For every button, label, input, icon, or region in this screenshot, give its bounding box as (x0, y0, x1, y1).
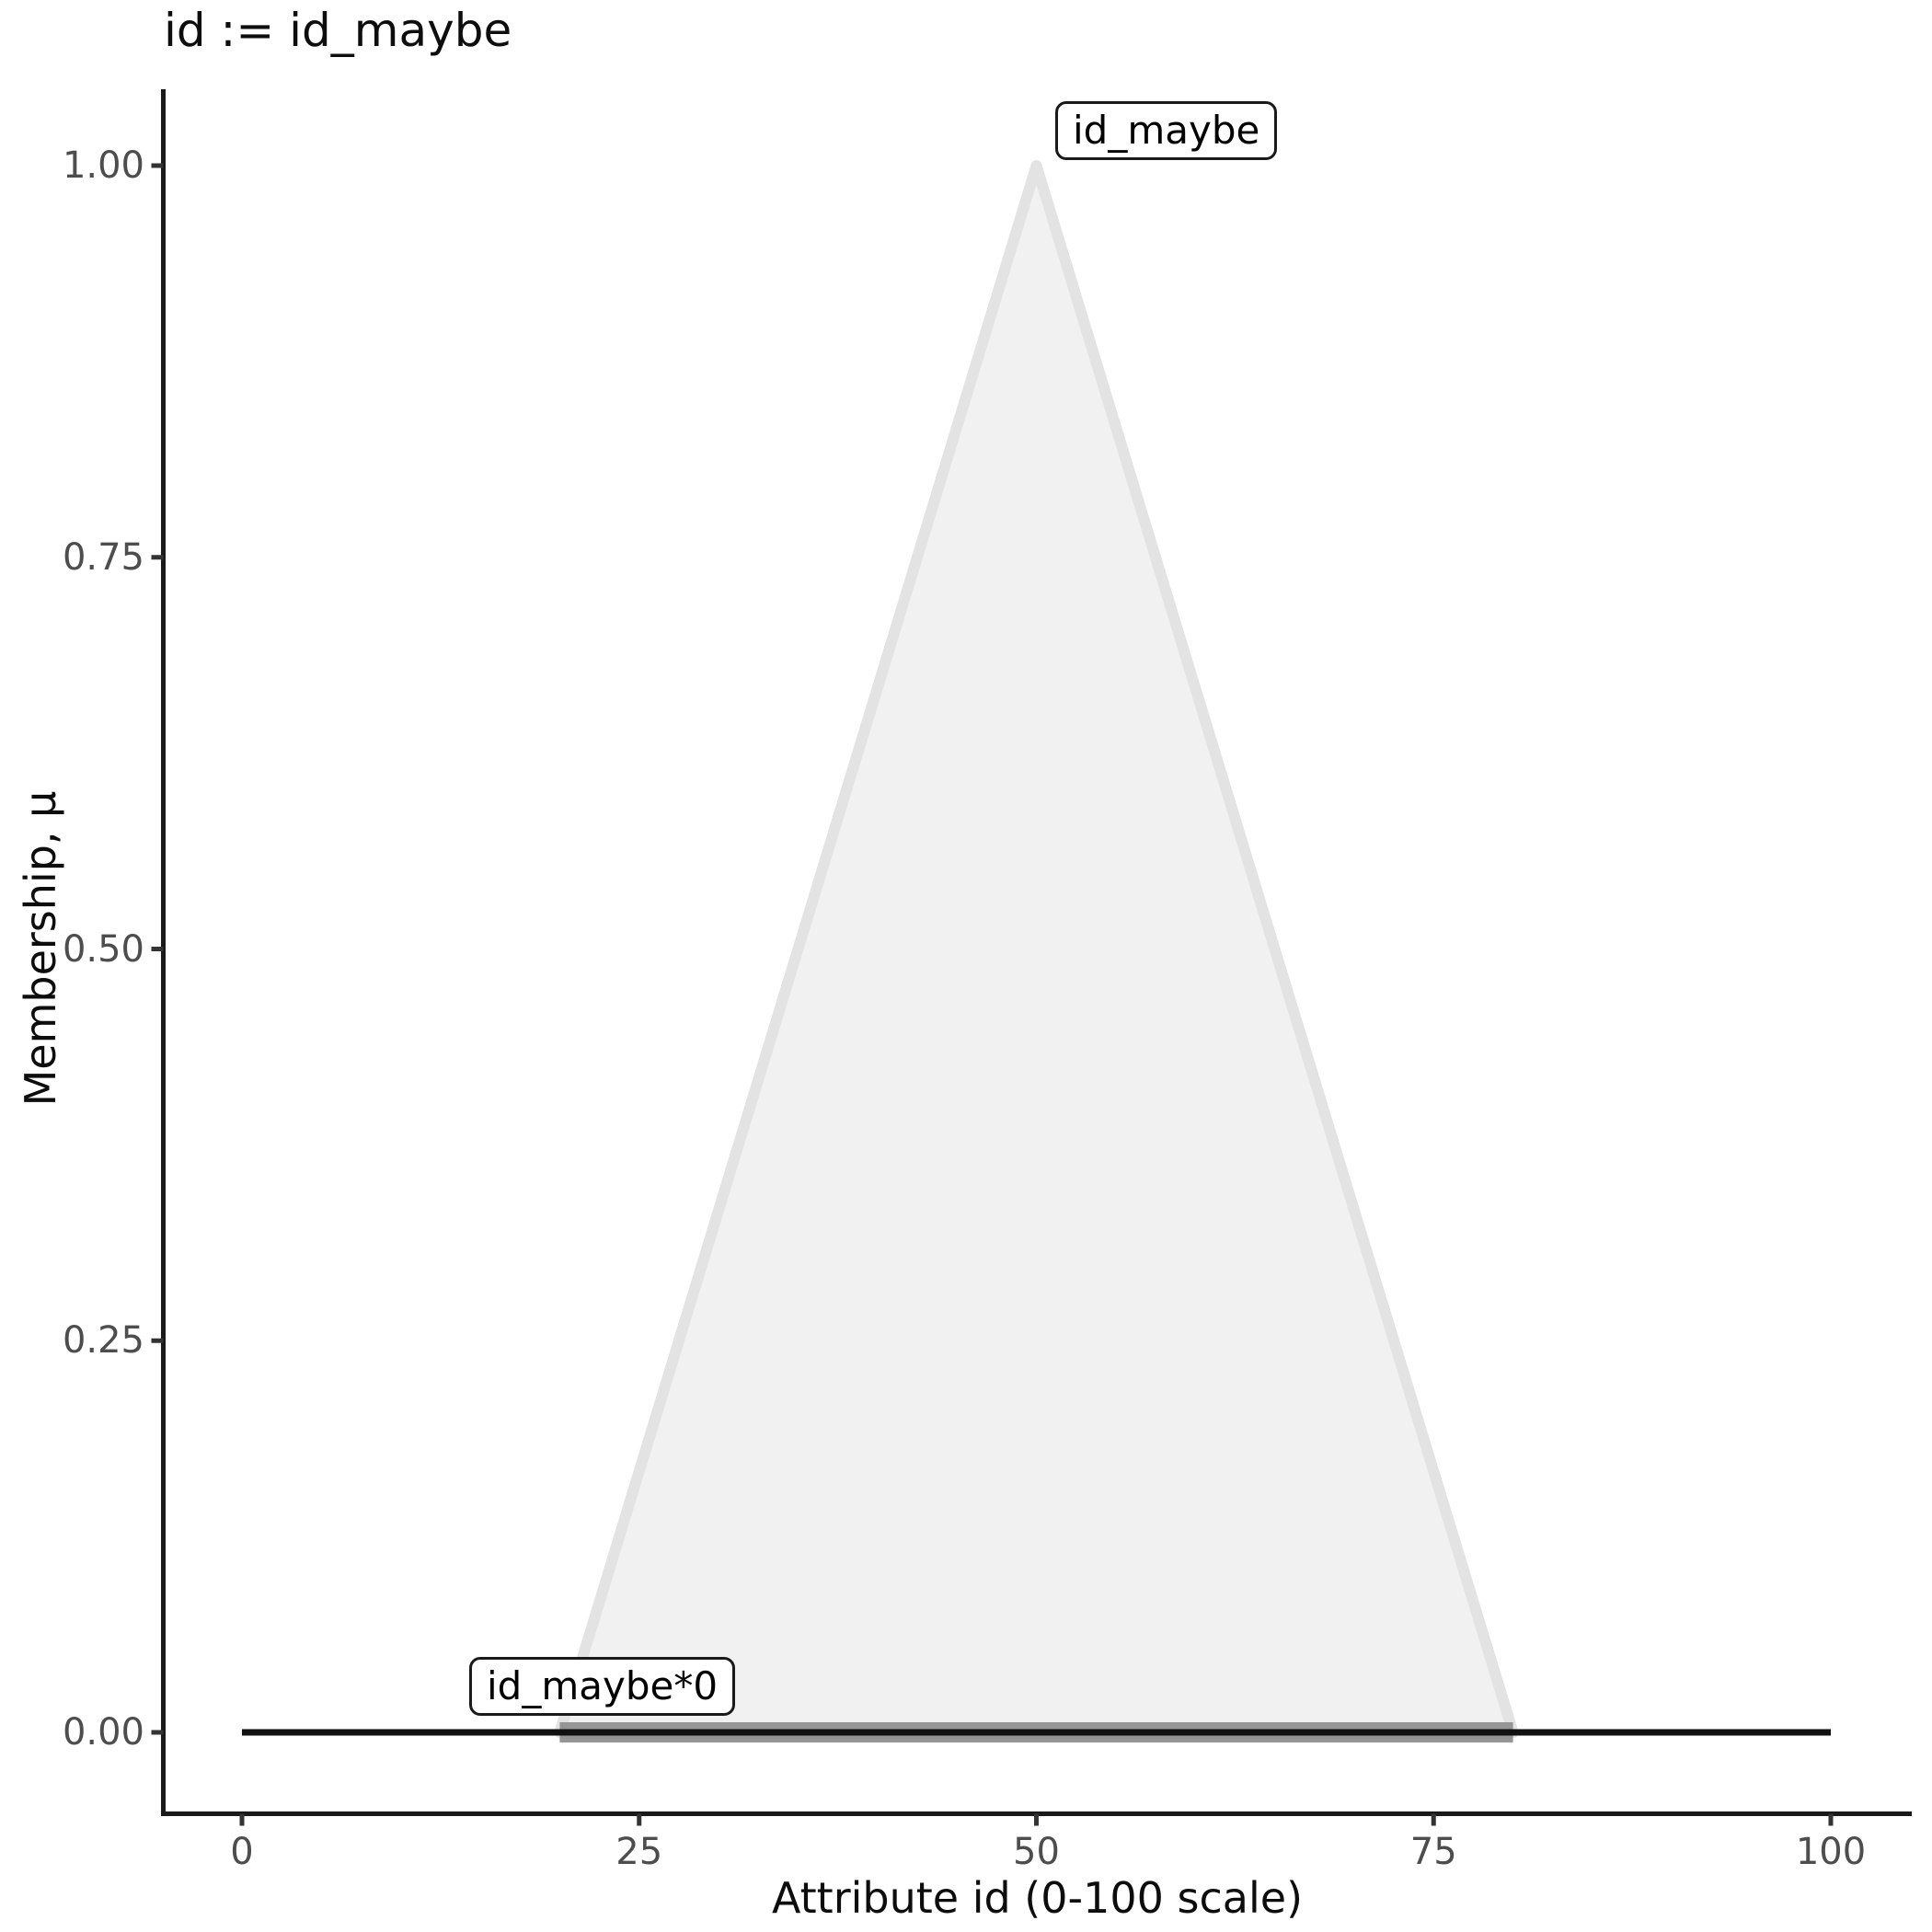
x-tick-label-100: 100 (1795, 1831, 1867, 1873)
y-tick-label-0.50: 0.50 (62, 927, 144, 971)
series-area-id-maybe (554, 160, 1519, 1738)
x-tick-label-50: 50 (1013, 1831, 1060, 1873)
label-id-maybe: id_maybe (1055, 101, 1278, 161)
plot-title: id := id_maybe (164, 4, 512, 57)
y-tick-label-0.75: 0.75 (62, 535, 144, 579)
x-axis-title: Attribute id (0-100 scale) (771, 1873, 1304, 1923)
y-tick-label-0.00: 0.00 (62, 1711, 144, 1754)
x-tick-label-75: 75 (1409, 1831, 1457, 1873)
y-tick-label-0.25: 0.25 (62, 1319, 144, 1363)
x-tick-label-25: 25 (615, 1831, 663, 1873)
label-id-maybe-times-0: id_maybe*0 (469, 1657, 736, 1717)
x-tick-label-0: 0 (230, 1831, 254, 1873)
y-tick-label-1.00: 1.00 (62, 144, 144, 187)
